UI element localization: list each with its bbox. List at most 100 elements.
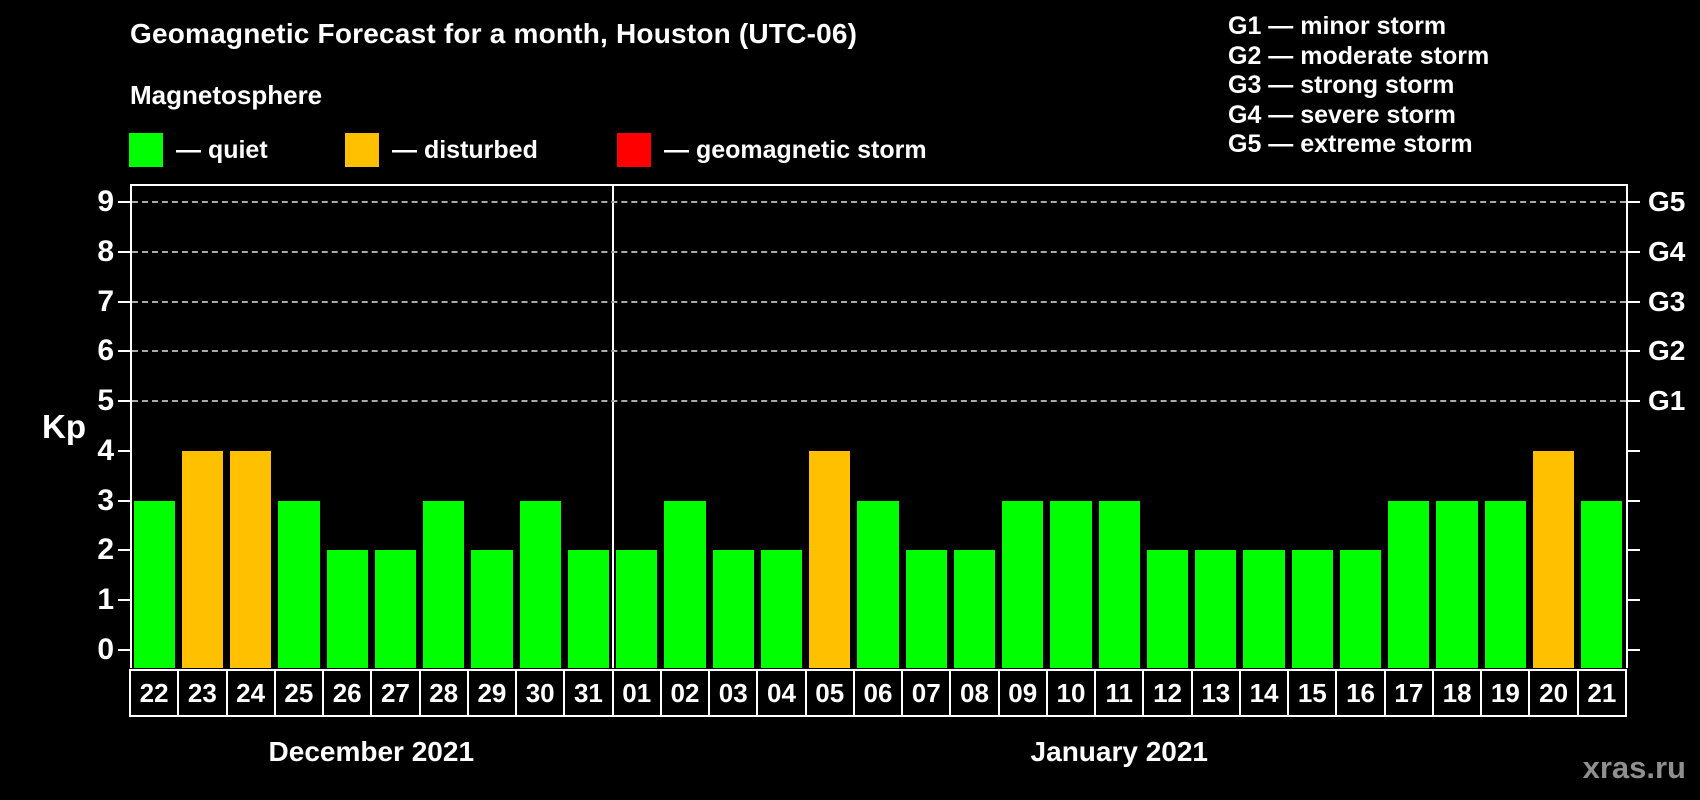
storm-swatch: [617, 133, 651, 167]
kp-bar: [471, 550, 513, 668]
day-label-cell: 25: [273, 669, 325, 717]
day-label-cell: 10: [1045, 669, 1097, 717]
day-label-cell: 06: [852, 669, 904, 717]
kp-bar: [1002, 500, 1044, 668]
day-label-cell: 23: [177, 669, 228, 717]
day-label-cell: 21: [1576, 669, 1627, 717]
y-tick-right: [1628, 400, 1640, 403]
day-label-cell: 11: [1094, 669, 1145, 717]
y-tick-right: [1628, 549, 1640, 552]
g-scale-legend-line: G1 — minor storm: [1228, 12, 1447, 40]
gridline-kp9: [132, 201, 1626, 203]
y-tick-label: 0: [97, 633, 114, 666]
kp-bar: [953, 550, 996, 668]
g-level-label-g3: G3: [1648, 285, 1686, 317]
y-tick-right: [1628, 300, 1640, 303]
y-tick-right: [1628, 499, 1640, 502]
day-label-cell: 26: [322, 669, 373, 717]
kp-bar: [1339, 550, 1382, 668]
day-label-cell: 01: [611, 669, 662, 717]
y-axis-title: Kp: [42, 408, 86, 445]
y-tick-left: [118, 499, 130, 502]
g-scale-legend-line: G3 — strong storm: [1228, 71, 1455, 99]
kp-bar: [133, 500, 175, 668]
g-level-label-g4: G4: [1648, 235, 1686, 267]
y-tick-right: [1628, 649, 1640, 651]
kp-bar: [1050, 500, 1092, 668]
disturbed-swatch: [345, 133, 379, 167]
chart-title: Geomagnetic Forecast for a month, Housto…: [130, 18, 858, 49]
kp-bar: [857, 500, 899, 668]
legend-label: — disturbed: [392, 135, 538, 164]
kp-bar: [278, 500, 320, 668]
kp-bar: [664, 500, 706, 668]
day-label-cell: 03: [708, 669, 759, 717]
kp-bar: [1581, 500, 1623, 668]
y-tick-label: 4: [97, 433, 114, 467]
day-label-cell: 17: [1383, 669, 1434, 717]
watermark: xras.ru: [1582, 750, 1686, 785]
kp-bar: [230, 450, 272, 668]
kp-bar: [712, 550, 754, 668]
y-tick-label: 8: [97, 234, 114, 268]
day-label-cell: 13: [1190, 669, 1241, 717]
kp-bar: [567, 550, 610, 668]
kp-bar: [1243, 550, 1285, 668]
day-label-cell: 29: [466, 669, 518, 717]
y-tick-left: [118, 201, 130, 203]
month-label: December 2021: [268, 736, 475, 767]
legend-item-quiet: — quiet: [129, 133, 268, 167]
legend-label: — geomagnetic storm: [664, 135, 927, 164]
kp-bar: [1146, 550, 1189, 668]
day-label-cell: 27: [370, 669, 421, 717]
y-tick-label: 2: [97, 533, 114, 567]
y-tick-left: [118, 350, 130, 353]
y-tick-left: [118, 300, 130, 303]
kp-bar: [326, 550, 368, 668]
day-label-cell: 20: [1528, 669, 1579, 717]
y-tick-label: 7: [97, 284, 114, 318]
y-axis-left: [130, 184, 132, 668]
kp-bar: [181, 450, 223, 668]
y-tick-right: [1628, 449, 1640, 452]
y-tick-right: [1628, 201, 1640, 203]
y-tick-left: [118, 250, 130, 253]
month-label: January 2021: [1030, 736, 1209, 767]
y-tick-left: [118, 549, 130, 552]
y-tick-label: 5: [97, 384, 114, 418]
day-label-cell: 19: [1480, 669, 1531, 717]
kp-bar: [1098, 500, 1140, 668]
quiet-swatch: [129, 133, 163, 167]
day-label-cell: 07: [901, 669, 952, 717]
day-label-cell: 28: [418, 669, 469, 717]
day-label-cell: 16: [1335, 669, 1386, 717]
g-scale-legend-line: G2 — moderate storm: [1228, 41, 1490, 70]
kp-bar: [905, 550, 947, 668]
kp-bar: [809, 450, 851, 668]
day-label-cell: 15: [1287, 669, 1338, 717]
y-tick-label: 3: [97, 483, 114, 517]
g-scale-legend-line: G4 — severe storm: [1228, 100, 1456, 129]
g-level-label-g2: G2: [1648, 335, 1686, 367]
g-level-label-g1: G1: [1648, 385, 1686, 417]
kp-bar: [1388, 500, 1430, 668]
y-tick-label: 6: [97, 334, 114, 368]
kp-bar: [760, 550, 803, 668]
g-level-label-g5: G5: [1648, 186, 1686, 217]
legend-item-storm: — geomagnetic storm: [617, 133, 927, 167]
y-tick-label: 1: [97, 583, 114, 617]
gridline-kp7: [132, 300, 1626, 303]
gridline-kp8: [132, 250, 1626, 253]
kp-bar: [616, 550, 658, 668]
y-tick-left: [118, 599, 130, 602]
kp-bar: [1532, 450, 1575, 668]
day-label-cell: 08: [949, 669, 1000, 717]
day-label-cell: 05: [804, 669, 855, 717]
y-tick-right: [1628, 350, 1640, 353]
day-label-cell: 30: [515, 669, 566, 717]
day-label-cell: 18: [1431, 669, 1483, 717]
kp-bar: [1484, 500, 1526, 668]
y-tick-left: [118, 400, 130, 403]
kp-bar: [1291, 550, 1333, 668]
